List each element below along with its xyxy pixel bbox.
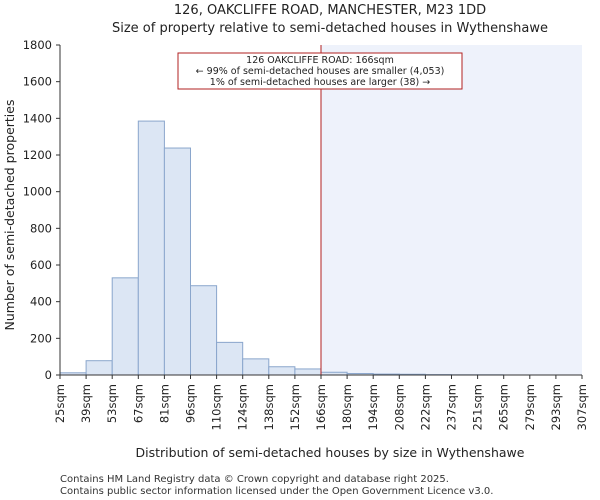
bar-53sqm <box>111 277 139 376</box>
x-tick-label: 265sqm <box>497 384 511 430</box>
y-tick-label: 800 <box>30 221 52 235</box>
y-tick-label: 200 <box>30 331 52 345</box>
x-tick-label: 25sqm <box>53 384 67 423</box>
y-tick-label: 0 <box>45 368 52 382</box>
x-tick-label: 138sqm <box>262 384 276 430</box>
bar-81sqm <box>163 147 191 376</box>
x-tick-label: 67sqm <box>131 384 145 423</box>
annotation-line-1: 126 OAKCLIFFE ROAD: 166sqm <box>246 55 394 66</box>
x-tick-label: 53sqm <box>105 384 119 423</box>
x-tick-label: 279sqm <box>523 384 537 430</box>
bars-group <box>59 120 505 376</box>
x-tick-label: 237sqm <box>445 384 459 430</box>
x-tick-label: 96sqm <box>184 384 198 423</box>
chart-title: 126, OAKCLIFFE ROAD, MANCHESTER, M23 1DD <box>174 3 486 18</box>
bar-152sqm <box>294 368 322 376</box>
x-tick-label: 152sqm <box>288 384 302 430</box>
bar-124sqm <box>242 358 270 376</box>
bar-39sqm <box>85 360 113 376</box>
x-axis-label: Distribution of semi-detached houses by … <box>136 445 525 460</box>
bar-96sqm <box>190 285 218 376</box>
x-tick-label: 222sqm <box>418 384 432 430</box>
x-tick-label: 110sqm <box>210 384 224 430</box>
x-tick-label: 307sqm <box>575 384 589 430</box>
bar-138sqm <box>268 366 296 376</box>
y-tick-label: 600 <box>30 258 52 272</box>
x-tick-label: 39sqm <box>79 384 93 423</box>
annotation-box: 126 OAKCLIFFE ROAD: 166sqm ← 99% of semi… <box>177 52 463 90</box>
axes-group: 0 200 400 600 800 1000 1200 1400 1600 1800 25sqm 39… <box>23 38 589 430</box>
footer-line-1: Contains HM Land Registry data © Crown c… <box>60 474 449 485</box>
footer-line-2: Contains public sector information licen… <box>60 486 493 497</box>
x-tick-label: 81sqm <box>157 384 171 423</box>
chart-subtitle: Size of property relative to semi-detach… <box>112 21 548 36</box>
x-tick-label: 194sqm <box>366 384 380 430</box>
x-tick-label: 166sqm <box>314 384 328 430</box>
annotation-line-3: 1% of semi-detached houses are larger (3… <box>210 77 430 88</box>
y-tick-label: 1200 <box>23 148 52 162</box>
x-tick-label: 124sqm <box>236 384 250 430</box>
annotation-frame <box>177 52 463 90</box>
x-tick-label: 293sqm <box>549 384 563 430</box>
y-tick-label: 1000 <box>23 185 52 199</box>
bar-110sqm <box>216 341 244 376</box>
x-tick-label: 208sqm <box>392 384 406 430</box>
y-tick-label: 1600 <box>23 75 52 89</box>
annotation-line-2: ← 99% of semi-detached houses are smalle… <box>196 66 445 77</box>
x-tick-label: 251sqm <box>471 384 485 430</box>
y-tick-label: 1400 <box>23 111 52 125</box>
y-tick-label: 400 <box>30 295 52 309</box>
larger-region-shade <box>321 45 582 375</box>
bar-67sqm <box>137 120 165 376</box>
y-tick-label: 1800 <box>23 38 52 52</box>
y-axis-label: Number of semi-detached properties <box>2 100 17 331</box>
x-tick-label: 180sqm <box>340 384 354 430</box>
